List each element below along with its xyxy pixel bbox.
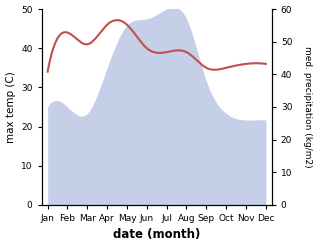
Y-axis label: med. precipitation (kg/m2): med. precipitation (kg/m2) [303,46,313,168]
X-axis label: date (month): date (month) [113,228,200,242]
Y-axis label: max temp (C): max temp (C) [5,71,16,143]
